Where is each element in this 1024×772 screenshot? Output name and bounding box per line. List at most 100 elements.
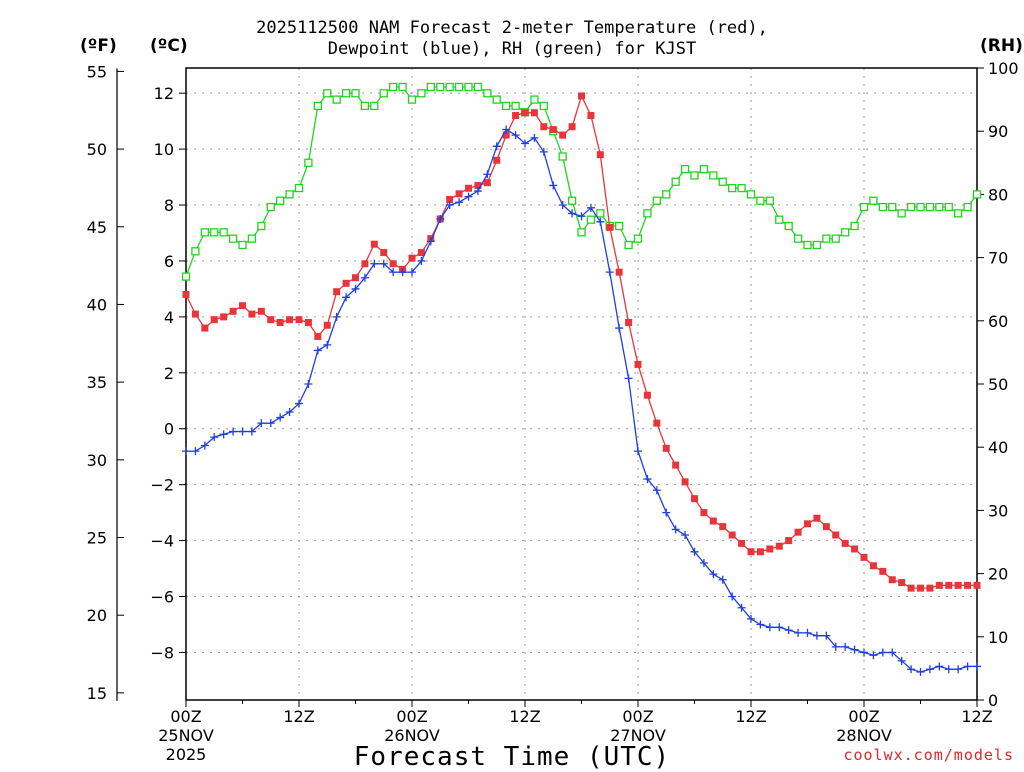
data-point: [841, 228, 850, 237]
data-point: [615, 221, 624, 231]
data-point: [596, 217, 605, 226]
data-point: [793, 234, 803, 243]
data-point: [304, 380, 313, 388]
x-tick-label: 12Z: [283, 707, 314, 726]
data-point: [323, 89, 332, 98]
data-point: [907, 665, 916, 674]
data-point: [455, 198, 464, 207]
data-point: [832, 531, 840, 539]
data-point: [973, 662, 981, 671]
data-point: [314, 332, 322, 340]
data-point: [972, 190, 982, 199]
data-point: [964, 581, 972, 589]
celsius-tick-label: 2: [164, 364, 174, 383]
data-point: [228, 234, 238, 243]
data-point: [191, 247, 200, 256]
data-point: [860, 553, 868, 561]
celsius-tick-label: −4: [150, 532, 174, 551]
series-line: [185, 86, 978, 277]
data-point: [539, 147, 548, 156]
x-tick-label: 00Z: [396, 707, 427, 726]
data-point: [690, 547, 699, 556]
data-point: [596, 209, 605, 218]
data-point: [746, 190, 756, 199]
data-point: [775, 623, 784, 632]
data-point: [935, 581, 943, 589]
data-point: [850, 645, 859, 654]
data-point: [625, 318, 633, 326]
fahrenheit-tick-label: 30: [87, 451, 107, 470]
data-point: [898, 579, 906, 587]
data-point: [691, 495, 698, 503]
x-tick-label: 12Z: [735, 707, 766, 726]
data-point: [850, 221, 859, 231]
chart-title-line1: 2025112500 NAM Forecast 2-meter Temperat…: [256, 18, 768, 38]
data-point: [841, 642, 850, 651]
celsius-tick-label: 8: [164, 196, 174, 215]
data-point: [191, 447, 200, 456]
data-point: [238, 427, 247, 436]
data-point: [766, 545, 774, 553]
data-point: [257, 307, 265, 315]
data-point: [775, 215, 784, 224]
data-point: [822, 523, 830, 531]
rh-tick-label: 0: [988, 691, 998, 710]
data-point: [426, 237, 435, 246]
data-point: [417, 256, 426, 265]
data-point: [398, 82, 407, 92]
data-point: [549, 126, 557, 134]
data-point: [445, 201, 454, 210]
credit-link[interactable]: coolwx.com/models: [843, 746, 1014, 764]
data-point: [389, 268, 398, 277]
data-point: [530, 133, 539, 142]
data-point: [606, 223, 614, 231]
x-tick-label: 12Z: [961, 707, 992, 726]
data-point: [182, 291, 190, 299]
x-tick-label: 00Z: [170, 707, 201, 726]
data-point: [200, 228, 209, 237]
data-point: [323, 340, 332, 349]
data-point: [831, 234, 840, 243]
data-point: [822, 234, 831, 243]
data-point: [756, 548, 764, 556]
data-point: [332, 312, 341, 321]
data-point: [944, 665, 953, 674]
data-point: [248, 310, 256, 318]
data-point: [672, 461, 680, 469]
data-point: [426, 82, 435, 92]
data-point: [775, 542, 783, 550]
data-point: [539, 101, 548, 111]
rh-tick-label: 40: [988, 438, 1008, 457]
data-point: [699, 164, 709, 174]
data-point: [888, 202, 897, 212]
data-point: [370, 240, 378, 248]
data-point: [558, 152, 567, 161]
data-point: [907, 584, 915, 592]
data-point: [239, 302, 246, 310]
data-point: [634, 447, 642, 456]
data-point: [502, 125, 511, 134]
data-point: [559, 131, 567, 139]
data-point: [342, 293, 351, 302]
x-tick-date-label: 26NOV: [384, 726, 440, 745]
data-point: [360, 273, 369, 282]
data-point: [549, 181, 558, 190]
data-point: [417, 249, 425, 257]
fahrenheit-tick-label: 15: [87, 684, 107, 703]
data-point: [436, 82, 445, 92]
data-point: [615, 268, 623, 276]
data-point: [596, 151, 604, 159]
data-point: [370, 259, 379, 268]
data-point: [794, 628, 803, 637]
data-point: [812, 631, 821, 640]
data-point: [229, 427, 238, 436]
data-point: [502, 131, 510, 139]
data-point: [352, 274, 359, 282]
data-point: [728, 531, 736, 539]
data-point: [247, 427, 256, 436]
rh-tick-label: 80: [988, 185, 1008, 204]
fahrenheit-tick-label: 50: [87, 140, 107, 159]
data-point: [465, 184, 472, 192]
rh-tick-label: 90: [988, 122, 1008, 141]
